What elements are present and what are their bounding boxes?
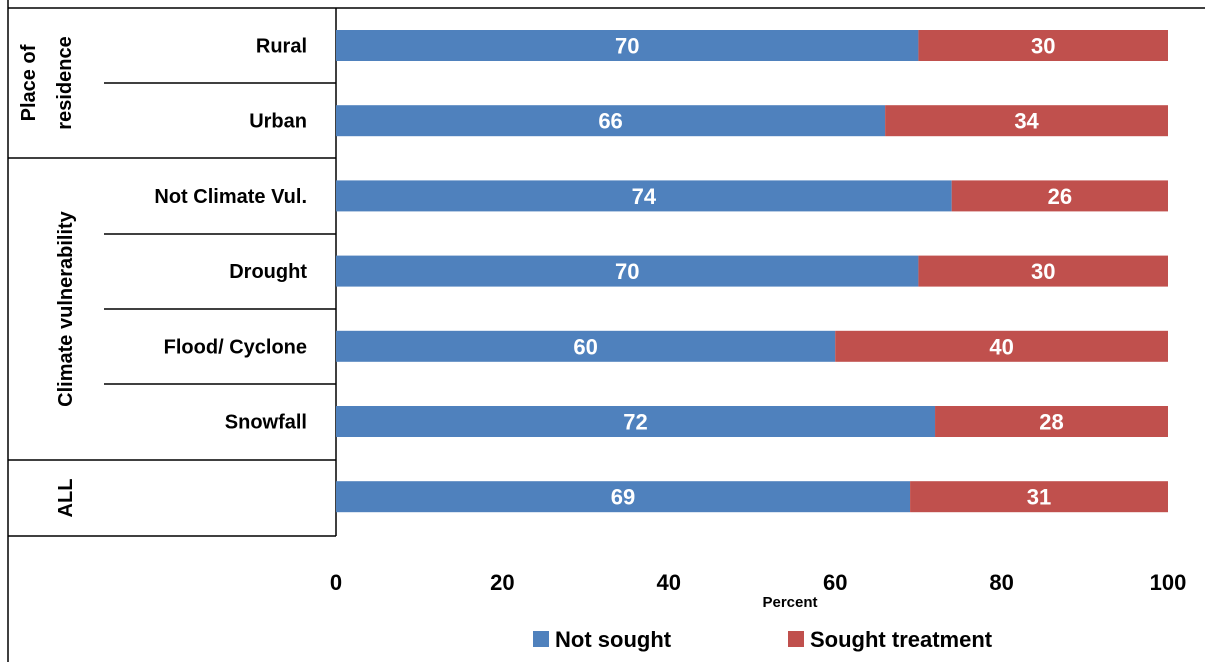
bar-value-label: 30	[1031, 34, 1055, 59]
bar-sought-treatment	[935, 406, 1168, 437]
category-label: Rural	[256, 36, 307, 58]
bar-value-label: 28	[1039, 410, 1063, 435]
bar-value-label: 74	[632, 184, 657, 209]
legend-label: Not sought	[555, 627, 672, 652]
bar-value-label: 31	[1027, 485, 1051, 510]
bars: 70 30 66 34 74 26 70 30 60 40 72 28 69 31	[336, 30, 1168, 513]
bar-not-sought	[336, 105, 886, 137]
bar-value-label: 70	[615, 34, 639, 59]
category-labels: Rural Urban Not Climate Vul. Drought Flood/ …	[154, 36, 307, 434]
bar-not-sought	[336, 406, 936, 437]
category-label: Snowfall	[225, 412, 307, 434]
category-label: Urban	[249, 111, 307, 133]
bar-value-label: 70	[615, 259, 639, 284]
bar-sought-treatment	[885, 105, 1168, 137]
x-axis-title: Percent	[762, 594, 817, 611]
group-label: ALL	[55, 479, 77, 518]
bar-sought-treatment	[918, 255, 1168, 287]
bar-value-label: 60	[573, 334, 597, 359]
bar-not-sought	[336, 30, 919, 61]
x-tick-label: 100	[1150, 570, 1187, 595]
group-label: Place of	[18, 44, 40, 121]
x-tick-label: 0	[330, 570, 342, 595]
legend: Not sought Sought treatment	[533, 627, 993, 652]
group-labels: Place of residence Climate vulnerability AL…	[18, 36, 77, 517]
bar-value-label: 34	[1014, 109, 1039, 134]
bar-not-sought	[336, 330, 836, 362]
x-tick-label: 80	[989, 570, 1013, 595]
bar-value-label: 66	[598, 109, 622, 134]
x-tick-label: 60	[823, 570, 847, 595]
bar-not-sought	[336, 180, 952, 212]
legend-swatch	[788, 631, 804, 647]
group-label: residence	[54, 36, 76, 129]
bar-sought-treatment	[910, 481, 1168, 513]
category-label: Not Climate Vul.	[154, 186, 307, 208]
x-axis-ticks: 0 20 40 60 80 100	[330, 570, 1186, 595]
x-tick-label: 40	[657, 570, 681, 595]
bar-not-sought	[336, 255, 919, 287]
bar-not-sought	[336, 481, 911, 513]
category-label: Flood/ Cyclone	[164, 336, 307, 358]
bar-value-label: 40	[989, 334, 1013, 359]
category-label: Drought	[229, 261, 307, 283]
bar-value-label: 26	[1048, 184, 1072, 209]
bar-sought-treatment	[835, 330, 1168, 362]
legend-label: Sought treatment	[810, 627, 993, 652]
bar-value-label: 69	[611, 485, 635, 510]
x-tick-label: 20	[490, 570, 514, 595]
bar-value-label: 30	[1031, 259, 1055, 284]
group-label: Climate vulnerability	[55, 210, 77, 406]
legend-swatch	[533, 631, 549, 647]
bar-sought-treatment	[951, 180, 1168, 212]
bar-sought-treatment	[918, 30, 1168, 61]
bar-value-label: 72	[623, 410, 647, 435]
